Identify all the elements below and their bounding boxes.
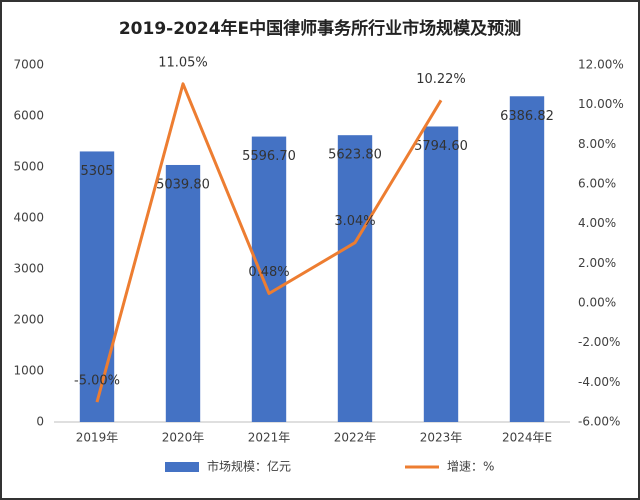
y-tick-label: 5000 [13,160,44,174]
line-value-label: 10.22% [416,72,466,87]
y2-tick-label: 0.00% [578,296,616,310]
bar [165,164,201,422]
y-tick-label: 3000 [13,262,44,276]
line-value-label: 11.05% [158,55,208,70]
bar [337,135,373,422]
bar-value-label: 5039.80 [156,177,210,192]
y-tick-label: 2000 [13,313,44,327]
y2-tick-label: 2.00% [578,256,616,270]
y2-tick-label: 8.00% [578,137,616,151]
y-tick-label: 6000 [13,109,44,123]
y2-tick-label: 4.00% [578,216,616,230]
x-tick-label: 2024年E [502,431,552,445]
x-tick-label: 2023年 [420,431,463,445]
line-value-label: 0.48% [248,265,289,280]
y2-tick-label: -2.00% [578,335,620,349]
line-value-label: -5.00% [74,374,120,389]
bar-value-label: 5596.70 [242,149,296,164]
y2-tick-label: 10.00% [578,97,624,111]
legend-label: 增速：% [447,460,494,474]
bar [509,96,545,422]
y-tick-label: 7000 [13,58,44,72]
line [95,82,443,403]
y2-tick-label: 12.00% [578,58,624,72]
x-tick-label: 2021年 [248,431,291,445]
bar [79,151,115,422]
x-tick-label: 2022年 [334,431,377,445]
chart-title: 2019-2024年E中国律师事务所行业市场规模及预测 [119,18,521,39]
y-tick-label: 1000 [13,364,44,378]
y-tick-label: 0 [36,415,44,429]
y2-tick-label: -4.00% [578,375,620,389]
x-tick-label: 2020年 [162,431,205,445]
legend-swatch [165,462,199,472]
x-tick-label: 2019年 [76,431,119,445]
line-value-label: 3.04% [334,214,375,229]
bar-value-label: 6386.82 [500,109,554,124]
legend-label: 市场规模：亿元 [207,459,291,474]
y2-tick-label: -6.00% [578,415,620,429]
bar [251,136,287,422]
y2-tick-label: 6.00% [578,177,616,191]
bar-value-label: 5623.80 [328,148,382,163]
bar-value-label: 5305 [80,164,113,179]
y-tick-label: 4000 [13,211,44,225]
bar-value-label: 5794.60 [414,139,468,154]
bar [423,126,459,422]
